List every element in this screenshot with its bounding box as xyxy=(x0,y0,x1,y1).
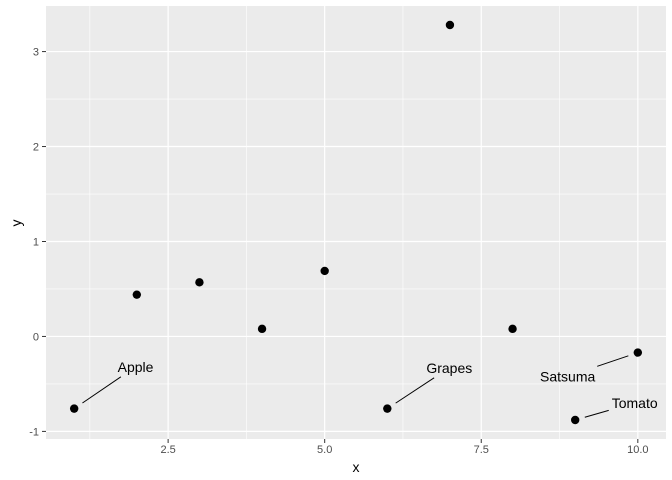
data-point xyxy=(570,415,580,425)
data-point xyxy=(132,290,142,299)
plot-panel xyxy=(46,6,666,439)
y-tick-label: 2 xyxy=(33,142,39,154)
x-axis-title: x xyxy=(353,459,360,475)
data-point xyxy=(195,278,204,287)
y-tick-label: -1 xyxy=(29,426,39,438)
y-axis-ticks: -1 0 1 2 3 xyxy=(29,47,46,438)
annotation-label: Grapes xyxy=(426,360,472,376)
annotation-labels: Apple Grapes Satsuma Tomato xyxy=(118,359,658,411)
x-tick-label: 5.0 xyxy=(317,444,332,456)
minor-gridlines xyxy=(46,6,666,439)
x-tick-label: 7.5 xyxy=(474,444,489,456)
annotation-label: Apple xyxy=(118,359,154,375)
data-point xyxy=(445,20,455,30)
x-tick-label: 10.0 xyxy=(627,444,648,456)
y-tick-label: 1 xyxy=(33,236,39,248)
y-axis-title: y xyxy=(8,220,24,227)
y-tick-label: 3 xyxy=(33,47,39,59)
data-points xyxy=(69,20,643,425)
annotation-segments xyxy=(82,355,629,418)
annotation-label: Tomato xyxy=(612,395,658,411)
major-gridlines xyxy=(46,6,666,439)
data-point xyxy=(320,266,329,276)
data-point xyxy=(69,404,79,413)
annotation-segment xyxy=(82,376,122,404)
annotation-label: Satsuma xyxy=(540,368,595,384)
y-tick-label: 0 xyxy=(33,331,39,343)
data-point xyxy=(508,324,517,334)
annotation-segment xyxy=(597,355,629,367)
x-tick-label: 2.5 xyxy=(160,444,175,456)
data-point xyxy=(633,348,643,357)
data-point xyxy=(257,324,267,334)
annotation-segment xyxy=(584,409,609,418)
data-point xyxy=(383,404,392,413)
annotation-segment xyxy=(395,377,435,404)
x-axis-ticks: 2.5 5.0 7.5 10.0 xyxy=(160,439,649,456)
